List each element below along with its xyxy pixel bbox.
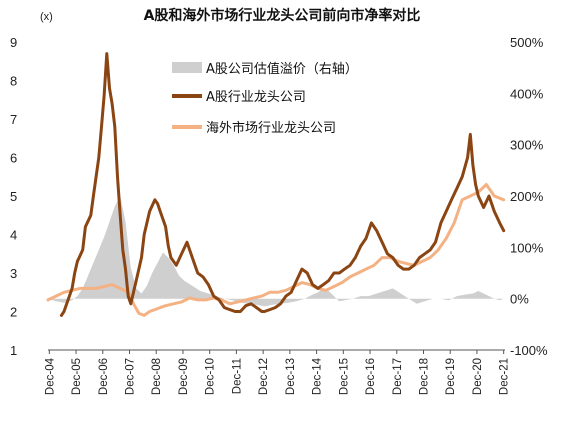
chart-title: A股和海外市场行业龙头公司前向市净率对比 (144, 7, 421, 24)
right-tick-label: 300% (510, 138, 544, 153)
x-tick-label: Dec-13 (285, 358, 297, 395)
left-tick-label: 1 (10, 343, 17, 358)
x-tick-label: Dec-16 (365, 358, 377, 395)
right-tick-label: -100% (510, 343, 548, 358)
left-tick-label: 5 (10, 189, 17, 204)
x-tick-label: Dec-10 (205, 358, 217, 395)
left-tick-label: 7 (10, 112, 17, 127)
right-tick-label: 500% (510, 35, 544, 50)
legend: A股公司估值溢价（右轴） A股行业龙头公司 海外市场行业龙头公司 (172, 61, 358, 136)
left-axis: 1 2 3 4 5 6 7 8 9 (10, 35, 17, 358)
left-tick-label: 3 (10, 266, 17, 281)
x-tick-label: Dec-17 (392, 358, 404, 395)
left-tick-label: 8 (10, 74, 17, 89)
series-a-share-line (59, 52, 506, 317)
x-tick-label: Dec-07 (125, 358, 137, 395)
x-tick-label: Dec-04 (44, 357, 56, 395)
right-tick-label: 200% (510, 189, 544, 204)
x-tick-label: Dec-12 (258, 358, 270, 395)
plot-area (46, 52, 506, 317)
x-tick-label: Dec-05 (71, 358, 83, 395)
left-tick-label: 4 (10, 228, 17, 243)
right-tick-label: 100% (510, 240, 544, 255)
left-tick-label: 9 (10, 35, 17, 50)
x-tick-label: Dec-18 (419, 358, 431, 395)
x-tick-label: Dec-14 (312, 357, 324, 395)
x-tick-label: Dec-11 (231, 358, 243, 394)
x-tick-label: Dec-21 (499, 358, 511, 395)
x-tick-label: Dec-19 (445, 358, 457, 395)
left-tick-label: 2 (10, 305, 17, 320)
series-premium-area (48, 196, 504, 307)
x-tick-label: Dec-06 (98, 358, 110, 395)
x-axis: Dec-04 Dec-05 Dec-06 Dec-07 Dec-08 Dec-09 Dec-… (44, 350, 511, 395)
legend-label-overseas: 海外市场行业龙头公司 (206, 120, 336, 136)
left-tick-label: 6 (10, 151, 17, 166)
left-axis-unit: (x) (40, 11, 53, 23)
legend-label-premium: A股公司估值溢价（右轴） (206, 61, 358, 77)
x-tick-label: Dec-08 (151, 358, 163, 395)
right-axis: -100% 0% 100% 200% 300% 400% 500% (510, 35, 548, 358)
legend-swatch-premium (172, 62, 202, 73)
x-tick-label: Dec-09 (178, 358, 190, 395)
x-tick-label: Dec-15 (338, 358, 350, 395)
right-tick-label: 0% (510, 292, 529, 307)
x-tick-label: Dec-20 (472, 358, 484, 395)
legend-label-a-share: A股行业龙头公司 (206, 90, 306, 105)
right-tick-label: 400% (510, 86, 544, 101)
